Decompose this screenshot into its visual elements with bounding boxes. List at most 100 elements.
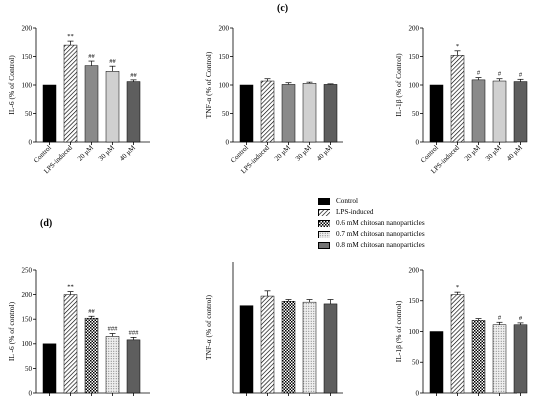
legend-label: 0.6 mM chitosan nanoparticles	[336, 219, 425, 227]
y-tick-label: 0	[29, 389, 33, 397]
legend-item: 0.7 mM chitosan nanoparticles	[318, 229, 425, 240]
y-tick-label: 50	[222, 110, 230, 118]
bar	[471, 79, 486, 143]
bar	[492, 80, 507, 143]
legend-swatch	[318, 231, 330, 238]
bar	[302, 83, 317, 143]
bar	[239, 305, 254, 394]
y-tick-label: 50	[412, 110, 420, 118]
significance-label: #	[519, 71, 523, 78]
bar	[260, 295, 275, 394]
y-axis-title: IL-6 (% of Control)	[7, 55, 16, 115]
bar	[260, 80, 275, 143]
y-tick-label: 0	[29, 138, 33, 146]
legend-label: LPS-induced	[336, 208, 374, 216]
category-label: 20 μM	[76, 143, 95, 162]
legend-item: 0.8 mM chitosan nanoparticles	[318, 240, 425, 251]
y-tick-label: 150	[409, 297, 420, 305]
legend: Control LPS-induced 0.6 mM chitosan nanopa…	[318, 196, 425, 251]
legend-swatch	[318, 198, 330, 205]
significance-label: **	[67, 284, 74, 291]
y-axis-title: TNF-α (% of control)	[204, 295, 213, 360]
bar	[105, 71, 120, 143]
chart-d-tnfa: TNF-α (% of control)	[204, 262, 343, 396]
bar	[323, 84, 338, 143]
significance-label: #	[519, 315, 523, 322]
bar	[429, 84, 444, 143]
legend-swatch	[318, 242, 330, 249]
bar	[492, 324, 507, 394]
bar	[450, 55, 465, 143]
y-tick-label: 150	[219, 53, 230, 61]
significance-label: #	[498, 314, 502, 321]
significance-label: ##	[109, 58, 116, 65]
y-tick-label: 200	[409, 266, 420, 274]
legend-item: LPS-induced	[318, 207, 425, 218]
bar	[281, 84, 296, 143]
significance-label: *	[456, 43, 459, 50]
y-tick-label: 50	[25, 110, 33, 118]
category-label: 30 μM	[484, 143, 503, 162]
chart-d-il1b: 0 50 100 150 200 IL-1β (% of control) * # #	[394, 266, 528, 397]
bar	[513, 81, 528, 143]
y-tick-label: 150	[22, 53, 33, 61]
y-axis-title: TNF-α (% of Control)	[204, 51, 213, 118]
y-tick-label: 250	[22, 266, 33, 274]
bar	[84, 65, 99, 143]
bar	[239, 84, 254, 143]
significance-label: *	[456, 284, 459, 291]
bar	[105, 336, 120, 394]
y-tick-label: 100	[22, 81, 33, 89]
bar	[42, 84, 57, 143]
y-axis-title: IL-1β (% of Control)	[394, 53, 403, 117]
y-tick-label: 50	[25, 365, 33, 373]
legend-label: 0.7 mM chitosan nanoparticles	[336, 230, 425, 238]
bar	[471, 320, 486, 394]
significance-label: ##	[88, 53, 95, 60]
bar	[126, 339, 141, 394]
category-label: 40 μM	[505, 143, 524, 162]
bar	[63, 44, 78, 143]
legend-label: Control	[336, 197, 358, 205]
bar	[450, 294, 465, 394]
y-tick-label: 200	[409, 24, 420, 32]
y-tick-label: 150	[409, 53, 420, 61]
bar	[302, 301, 317, 394]
category-label: 20 μM	[463, 143, 482, 162]
bar	[84, 317, 99, 394]
significance-label: ##	[130, 72, 137, 79]
significance-label: **	[67, 33, 74, 40]
category-label: 30 μM	[97, 143, 116, 162]
category-label: 30 μM	[294, 143, 313, 162]
legend-label: 0.8 mM chitosan nanoparticles	[336, 241, 425, 249]
bar	[126, 81, 141, 143]
y-tick-label: 150	[22, 316, 33, 324]
legend-item: 0.6 mM chitosan nanoparticles	[318, 218, 425, 229]
y-tick-label: 0	[416, 138, 420, 146]
panel-label-d: (d)	[40, 218, 53, 229]
y-axis-title: IL-1β (% of control)	[394, 300, 403, 362]
category-label: 20 μM	[273, 143, 292, 162]
y-axis-title: IL -6 (% of control)	[7, 301, 16, 361]
y-tick-label: 200	[22, 291, 33, 299]
panel-label-c: (c)	[277, 3, 289, 14]
bar	[281, 301, 296, 394]
bar	[63, 294, 78, 394]
y-tick-label: 100	[409, 328, 420, 336]
significance-label: #	[477, 70, 481, 77]
significance-label: ##	[88, 308, 95, 315]
bar	[323, 303, 338, 394]
y-tick-label: 50	[412, 359, 420, 367]
bar	[429, 331, 444, 394]
significance-label: ###	[129, 329, 140, 336]
y-tick-label: 100	[219, 81, 230, 89]
legend-swatch	[318, 220, 330, 227]
y-tick-label: 200	[219, 24, 230, 32]
y-tick-label: 200	[22, 24, 33, 32]
y-tick-label: 0	[226, 138, 230, 146]
legend-item: Control	[318, 196, 425, 207]
